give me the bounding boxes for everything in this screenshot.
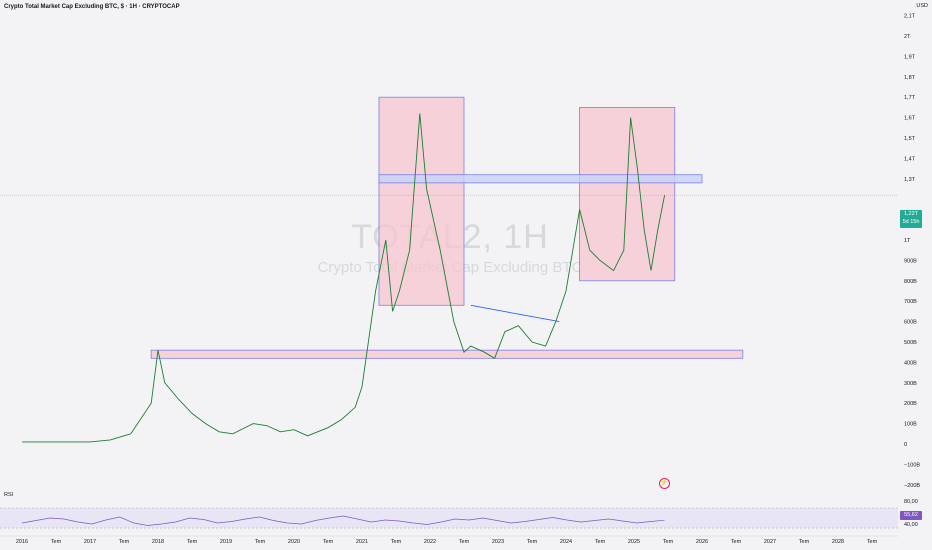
supply-zone bbox=[579, 107, 676, 282]
x-tick-label: 2026 bbox=[696, 539, 708, 545]
time-axis[interactable]: 2016 Tem 2017 Tem 2018 Tem 2019 Tem 2020 Tem 2021 T… bbox=[0, 535, 898, 545]
y-tick-label: 100B bbox=[904, 422, 917, 428]
y-tick-label: 1,7T bbox=[904, 95, 916, 101]
y-tick-label: 1,3T bbox=[904, 177, 916, 183]
rsi-label[interactable]: RSI bbox=[4, 492, 14, 498]
x-tick-label: Tem bbox=[459, 539, 470, 545]
y-tick-label: 1T bbox=[904, 238, 911, 244]
chart-title: Crypto Total Market Cap Excluding BTC, $… bbox=[4, 4, 180, 10]
x-tick-label: 2016 bbox=[16, 539, 28, 545]
rsi-band bbox=[0, 508, 898, 528]
x-tick-label: 2025 bbox=[628, 539, 640, 545]
x-tick-label: 2020 bbox=[288, 539, 300, 545]
y-tick-label: −100B bbox=[904, 462, 920, 468]
drawing-zones[interactable] bbox=[0, 96, 898, 359]
x-tick-label: 2018 bbox=[152, 539, 164, 545]
y-tick-label: 300B bbox=[904, 381, 917, 387]
last-price-value: 1,22T bbox=[903, 211, 919, 217]
x-tick-label: Tem bbox=[663, 539, 674, 545]
x-tick-label: 2024 bbox=[560, 539, 572, 545]
rsi-tick-label: 40,00 bbox=[904, 522, 918, 528]
y-tick-label: 800B bbox=[904, 279, 917, 285]
rsi-value-badge: 55,62 bbox=[900, 511, 922, 520]
price-series bbox=[22, 113, 666, 443]
y-tick-label: 2,1T bbox=[904, 14, 916, 20]
y-tick-label: −200B bbox=[904, 483, 920, 489]
x-tick-label: Tem bbox=[731, 539, 742, 545]
y-tick-label: 900B bbox=[904, 258, 917, 264]
x-tick-label: Tem bbox=[119, 539, 130, 545]
x-tick-label: Tem bbox=[595, 539, 606, 545]
x-tick-label: 2028 bbox=[832, 539, 844, 545]
x-tick-label: 2022 bbox=[424, 539, 436, 545]
rsi-tick-label: 80,00 bbox=[904, 499, 918, 505]
y-tick-label: 500B bbox=[904, 340, 917, 346]
y-tick-label: 1,6T bbox=[904, 116, 916, 122]
y-tick-label: 600B bbox=[904, 320, 917, 326]
y-tick-label: 1,4T bbox=[904, 156, 916, 162]
y-tick-label: 2T bbox=[904, 34, 911, 40]
trendline bbox=[470, 304, 560, 323]
x-tick-label: 2017 bbox=[84, 539, 96, 545]
x-tick-label: Tem bbox=[799, 539, 810, 545]
rsi-line bbox=[21, 515, 665, 526]
alert-icon[interactable]: ⚡ bbox=[659, 478, 670, 489]
y-tick-label: 700B bbox=[904, 299, 917, 305]
price-line bbox=[22, 113, 666, 443]
y-tick-label: 200B bbox=[904, 401, 917, 407]
x-tick-label: Tem bbox=[255, 539, 266, 545]
y-tick-label: 1,9T bbox=[904, 54, 916, 60]
bar-countdown: 5d 15h bbox=[902, 219, 920, 225]
y-tick-label: 400B bbox=[904, 360, 917, 366]
x-tick-label: 2019 bbox=[220, 539, 232, 545]
x-tick-label: Tem bbox=[187, 539, 198, 545]
x-tick-label: Tem bbox=[51, 539, 62, 545]
y-tick-label: 1,5T bbox=[904, 136, 916, 142]
x-tick-label: 2023 bbox=[492, 539, 504, 545]
y-tick-label: 1,8T bbox=[904, 75, 916, 81]
support-band bbox=[150, 349, 744, 359]
rsi-pane: 80,00 40,00 bbox=[0, 499, 918, 529]
resistance-band bbox=[378, 174, 703, 184]
x-tick-label: 2021 bbox=[356, 539, 368, 545]
x-tick-label: Tem bbox=[867, 539, 878, 545]
price-axis[interactable]: 2,2T2,1T2T1,9T1,8T1,7T1,6T1,5T1,4T1,3T1,… bbox=[904, 0, 920, 489]
x-tick-label: 2027 bbox=[764, 539, 776, 545]
last-price-badge: 1,22T 5d 15h bbox=[900, 210, 922, 228]
x-tick-label: Tem bbox=[323, 539, 334, 545]
currency-unit[interactable]: USD bbox=[916, 3, 928, 9]
x-tick-label: Tem bbox=[391, 539, 402, 545]
x-tick-label: Tem bbox=[527, 539, 538, 545]
y-tick-label: 0 bbox=[904, 442, 907, 448]
